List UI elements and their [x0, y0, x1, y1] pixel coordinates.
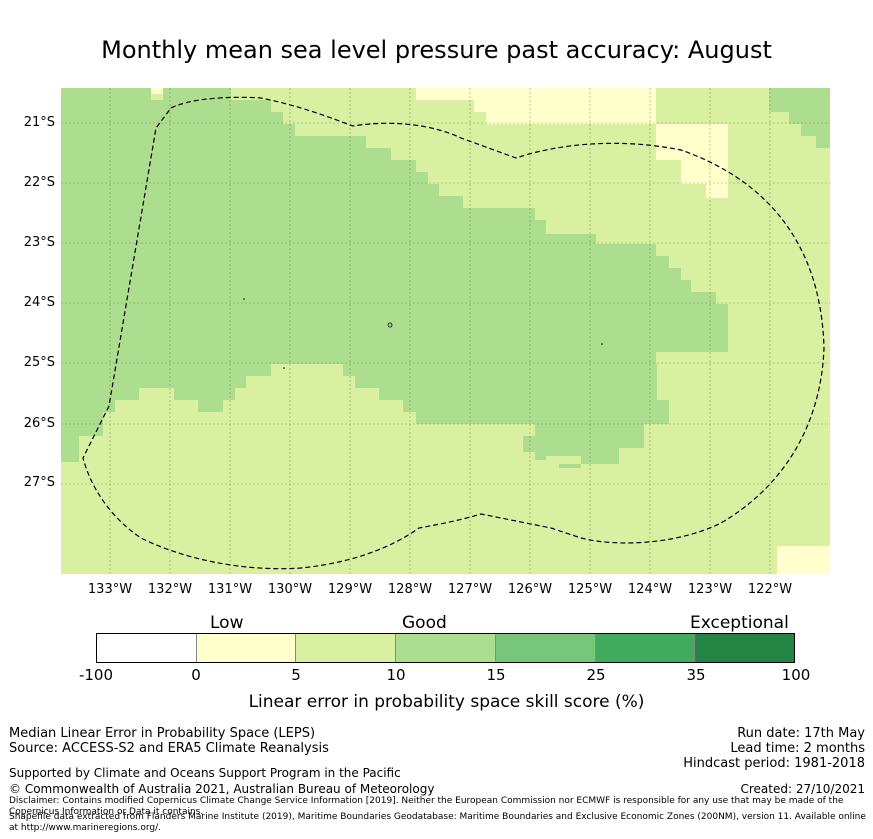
colorbar-category-good: Good [402, 613, 447, 633]
created-date: Created: 27/10/2021 [740, 782, 865, 796]
lat-label: 27°S [23, 475, 55, 490]
colorbar-swatch [196, 634, 297, 662]
colorbar-tick: 35 [686, 666, 706, 684]
colorbar-tick: 15 [486, 666, 506, 684]
island-henderson [601, 343, 603, 345]
good-low-notch [657, 352, 728, 364]
colorbar-swatch [595, 634, 696, 662]
colorbar-tick: 100 [781, 666, 811, 684]
low-skill-area-north [416, 88, 728, 198]
good-high-area-northeast [769, 88, 830, 148]
colorbar-swatch [97, 634, 197, 662]
lon-label: 124°W [627, 582, 673, 597]
lon-label: 126°W [507, 582, 553, 597]
lon-label: 125°W [567, 582, 613, 597]
island-ducie [243, 298, 245, 300]
low-skill-patch [151, 88, 163, 94]
lon-label: 129°W [327, 582, 373, 597]
lat-label: 25°S [23, 355, 55, 370]
lat-label: 26°S [23, 416, 55, 431]
skill-map [61, 88, 830, 574]
lat-label: 21°S [23, 115, 55, 130]
island-oeno [283, 367, 285, 369]
lon-label: 122°W [747, 582, 793, 597]
lat-label: 23°S [23, 235, 55, 250]
lon-label: 128°W [387, 582, 433, 597]
colorbar-swatch [296, 634, 397, 662]
graticule [61, 88, 830, 574]
footer-copyright: © Commonwealth of Australia 2021, Austra… [9, 782, 435, 796]
hindcast-period: Hindcast period: 1981-2018 [683, 756, 865, 771]
colorbar-tick: 10 [386, 666, 406, 684]
island-pitcairn [387, 322, 393, 328]
lat-label: 22°S [23, 175, 55, 190]
colorbar-swatch [495, 634, 596, 662]
lat-label: 24°S [23, 295, 55, 310]
footer-disclaimer: Disclaimer: Contains modified Copernicus… [9, 796, 844, 817]
lon-label: 132°W [147, 582, 193, 597]
colorbar-tick: 5 [291, 666, 301, 684]
run-date: Run date: 17th May [737, 726, 865, 741]
lon-label: 130°W [267, 582, 313, 597]
low-skill-area-southeast [777, 546, 830, 574]
colorbar-swatch [396, 634, 496, 662]
footer-shapefile-credit: Shapefile data extracted from Flanders M… [9, 812, 866, 833]
lon-label: 133°W [87, 582, 133, 597]
colorbar-tick: -100 [78, 666, 114, 684]
good-high-area [61, 88, 728, 468]
colorbar-tick: 0 [191, 666, 201, 684]
map-title: Monthly mean sea level pressure past acc… [101, 36, 772, 64]
footer-method: Median Linear Error in Probability Space… [9, 726, 316, 741]
colorbar-category-low: Low [210, 613, 244, 633]
colorbar [96, 633, 795, 663]
colorbar-swatch [695, 634, 795, 662]
footer-source: Source: ACCESS-S2 and ERA5 Climate Reana… [9, 741, 329, 756]
lon-label: 127°W [447, 582, 493, 597]
lon-label: 131°W [207, 582, 253, 597]
eez-boundary [82, 96, 825, 570]
lon-label: 123°W [687, 582, 733, 597]
skill-map-canvas [61, 88, 830, 574]
colorbar-category-exceptional: Exceptional [690, 613, 789, 633]
colorbar-title: Linear error in probability space skill … [248, 692, 645, 712]
colorbar-tick: 25 [586, 666, 606, 684]
lead-time: Lead time: 2 months [730, 741, 865, 756]
footer-support: Supported by Climate and Oceans Support … [9, 766, 401, 780]
